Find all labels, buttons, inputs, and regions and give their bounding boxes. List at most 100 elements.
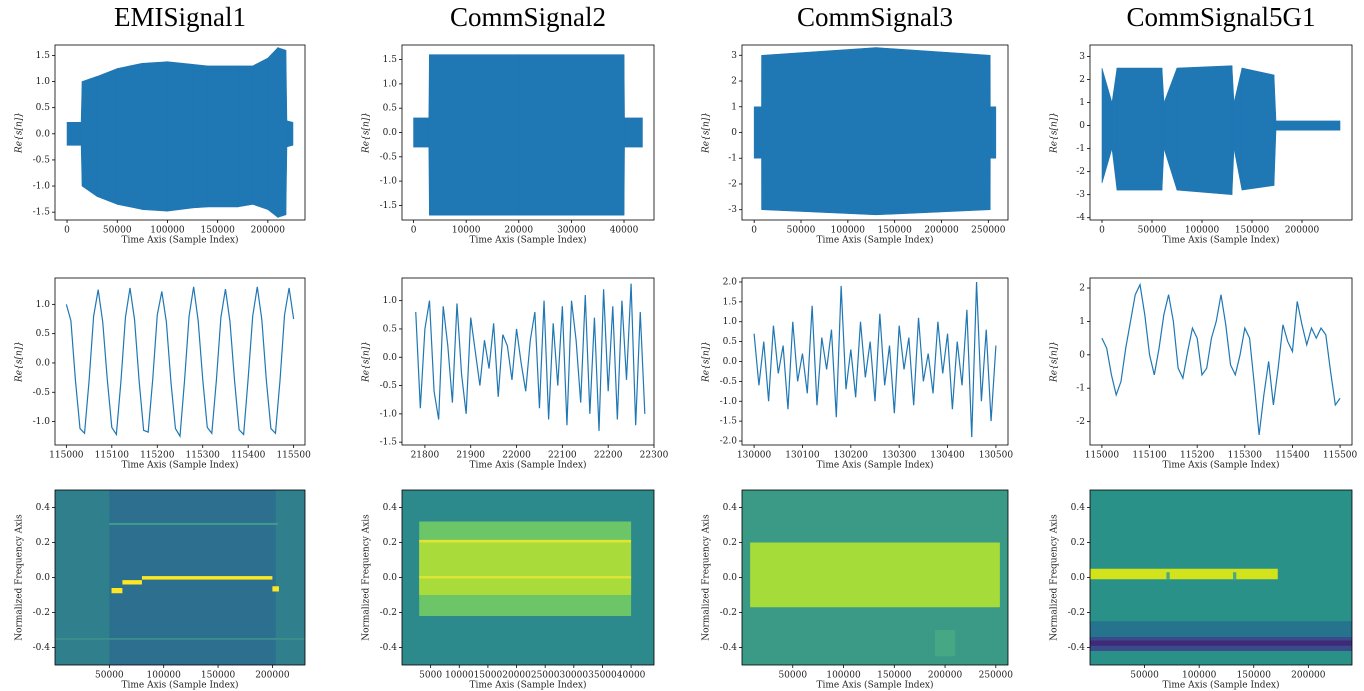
y-tick-label: 1.0 xyxy=(383,296,398,306)
x-tick-label: 130300 xyxy=(882,451,917,461)
signal-band xyxy=(624,117,643,148)
signal-band xyxy=(1233,67,1243,191)
y-tick-label: -3 xyxy=(1076,190,1085,200)
spectrogram-region xyxy=(111,588,123,594)
y-tick-label: 0 xyxy=(1079,350,1085,360)
signal-band xyxy=(1241,67,1275,191)
x-tick-label: 150000 xyxy=(877,226,912,236)
spectrogram-region xyxy=(1166,572,1170,580)
x-axis-label: Time Axis (Sample Index) xyxy=(470,460,587,471)
signal-band xyxy=(1176,65,1233,195)
x-tick-label: 22100 xyxy=(548,451,577,461)
plot-frame xyxy=(54,44,306,221)
y-tick-label: -0.2 xyxy=(1068,608,1085,618)
spectrogram-region xyxy=(272,586,279,592)
signal-band xyxy=(518,54,625,216)
y-tick-label: -0.5 xyxy=(33,388,51,398)
y-tick-label: 2 xyxy=(1079,284,1085,294)
signal-band xyxy=(96,68,118,205)
x-tick-label: 30000 xyxy=(557,226,586,236)
y-tick-label: -1.0 xyxy=(380,177,398,187)
x-axis-label: Time Axis (Sample Index) xyxy=(122,680,239,691)
y-tick-label: 0.4 xyxy=(723,503,738,513)
x-tick-label: 115000 xyxy=(49,451,84,461)
signal-band xyxy=(267,46,279,219)
signal-band xyxy=(237,65,254,208)
panel-title: CommSignal3 xyxy=(797,2,953,32)
y-tick-label: 0.0 xyxy=(383,353,398,363)
x-axis-label: Time Axis (Sample Index) xyxy=(817,235,934,246)
y-tick-label: 1.0 xyxy=(723,317,738,327)
y-tick-label: -3 xyxy=(728,205,737,215)
spectrogram-region xyxy=(55,638,305,640)
y-axis-label: Re{s[n]} xyxy=(702,341,712,383)
spectrogram-region xyxy=(1090,621,1352,637)
signal-band xyxy=(167,61,193,212)
signal-band xyxy=(1163,67,1178,191)
x-tick-label: 150000 xyxy=(200,226,235,236)
signal-band xyxy=(277,47,287,218)
y-tick-label: 1.0 xyxy=(36,300,51,310)
x-tick-label: 0 xyxy=(1099,226,1105,236)
y-tick-label: -1 xyxy=(1076,144,1085,154)
y-tick-label: -1.5 xyxy=(720,417,738,427)
x-tick-label: 15000 xyxy=(474,671,503,681)
y-tick-label: 0.5 xyxy=(383,104,398,114)
y-tick-label: 0.2 xyxy=(36,538,50,548)
x-axis-label: Time Axis (Sample Index) xyxy=(1163,460,1280,471)
y-tick-label: -1.5 xyxy=(380,201,398,211)
y-axis-label: Re{s[n]} xyxy=(1050,341,1060,383)
x-tick-label: 20000 xyxy=(504,226,533,236)
y-tick-label: -2 xyxy=(1076,167,1085,177)
y-axis-label: Re{s[n]} xyxy=(362,112,372,154)
spectrogram-region xyxy=(1090,640,1352,646)
y-tick-label: -0.5 xyxy=(720,377,738,387)
y-tick-label: -1.5 xyxy=(33,208,51,218)
y-tick-label: 0.5 xyxy=(383,324,398,334)
plot-frame xyxy=(401,277,655,446)
x-tick-label: 50000 xyxy=(1130,671,1159,681)
signal-band xyxy=(1111,67,1118,191)
spectrogram-region xyxy=(55,490,110,665)
spectrogram-region xyxy=(1090,568,1278,580)
x-axis-label: Time Axis (Sample Index) xyxy=(1163,680,1280,691)
y-axis-label: Normalized Frequency Axis xyxy=(15,514,25,641)
y-tick-label: 1 xyxy=(1079,317,1085,327)
x-tick-label: 0 xyxy=(411,226,417,236)
x-axis-label: Time Axis (Sample Index) xyxy=(470,235,587,246)
y-tick-label: 0.5 xyxy=(36,103,51,113)
plot-frame xyxy=(1089,44,1353,221)
y-axis-label: Normalized Frequency Axis xyxy=(362,514,372,641)
y-axis-label: Re{s[n]} xyxy=(15,341,25,383)
spectrogram-region xyxy=(419,576,632,579)
panel-title: EMISignal1 xyxy=(114,2,246,32)
panel-title: CommSignal5G1 xyxy=(1126,2,1315,32)
x-tick-label: 0 xyxy=(751,226,757,236)
signal-band xyxy=(142,61,168,212)
y-tick-label: 3 xyxy=(731,51,737,61)
signal-band xyxy=(429,54,520,216)
x-axis-label: Time Axis (Sample Index) xyxy=(1163,235,1280,246)
x-tick-label: 115400 xyxy=(1275,451,1310,461)
x-tick-label: 200000 xyxy=(1285,226,1320,236)
y-tick-label: 1.5 xyxy=(383,55,398,65)
y-tick-label: -0.2 xyxy=(720,608,737,618)
y-tick-label: 1 xyxy=(731,102,737,112)
y-axis-label: Re{s[n]} xyxy=(1050,112,1060,154)
signal-band xyxy=(989,106,997,159)
y-tick-label: 0.2 xyxy=(383,538,397,548)
x-tick-label: 25000 xyxy=(531,671,560,681)
x-axis-label: Time Axis (Sample Index) xyxy=(122,460,239,471)
signal-band xyxy=(116,62,143,210)
y-tick-label: 0.0 xyxy=(383,128,398,138)
y-tick-label: -1.0 xyxy=(720,397,738,407)
y-tick-label: -0.5 xyxy=(380,381,398,391)
x-tick-label: 40000 xyxy=(617,671,646,681)
spectrogram-region xyxy=(419,542,632,595)
signal-band xyxy=(1275,120,1341,131)
x-tick-label: 200000 xyxy=(251,226,286,236)
x-axis-label: Time Axis (Sample Index) xyxy=(122,235,239,246)
y-tick-label: 1.5 xyxy=(723,297,738,307)
x-tick-label: 5000 xyxy=(419,671,442,681)
y-tick-label: -1.5 xyxy=(380,438,398,448)
